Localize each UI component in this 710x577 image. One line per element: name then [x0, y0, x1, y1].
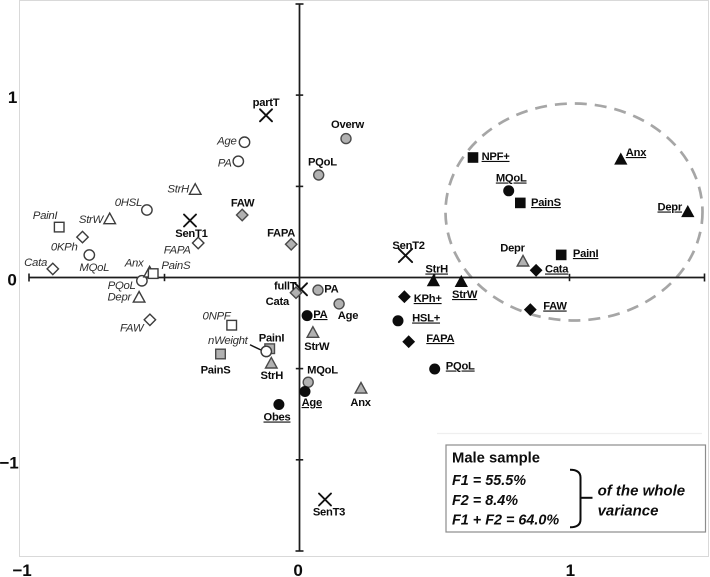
svg-text:Depr: Depr [108, 292, 133, 304]
svg-text:NPF+: NPF+ [482, 151, 511, 163]
svg-text:F1 + F2 = 64.0%: F1 + F2 = 64.0% [452, 513, 559, 529]
svg-text:PA: PA [218, 157, 232, 169]
svg-text:PainI: PainI [33, 210, 59, 222]
svg-text:0KPh: 0KPh [51, 242, 78, 254]
svg-text:Overw: Overw [331, 119, 364, 131]
svg-text:−1: −1 [13, 561, 32, 577]
svg-text:PainI: PainI [259, 333, 285, 345]
svg-text:fullT: fullT [274, 281, 297, 293]
svg-text:partT: partT [253, 97, 280, 109]
svg-text:Depr: Depr [500, 243, 525, 255]
svg-text:HSL+: HSL+ [412, 313, 441, 325]
svg-text:−1: −1 [0, 454, 18, 473]
svg-text:FAPA: FAPA [164, 245, 191, 257]
svg-text:0NPF: 0NPF [203, 310, 232, 322]
svg-text:PA: PA [324, 284, 338, 296]
svg-text:SenT3: SenT3 [313, 506, 345, 518]
svg-text:Cata: Cata [24, 257, 47, 269]
svg-text:Male sample: Male sample [452, 450, 540, 466]
svg-text:Depr: Depr [658, 202, 683, 214]
svg-text:1: 1 [566, 561, 575, 577]
svg-text:FAW: FAW [231, 198, 255, 210]
svg-text:Anx: Anx [350, 397, 371, 409]
svg-text:StrW: StrW [304, 341, 330, 353]
svg-text:StrW: StrW [452, 289, 478, 301]
svg-text:KPh+: KPh+ [414, 293, 443, 305]
svg-text:Anx: Anx [626, 147, 647, 159]
svg-text:FAPA: FAPA [267, 228, 295, 240]
svg-text:nWeight: nWeight [208, 335, 249, 347]
svg-text:PainS: PainS [161, 260, 191, 272]
svg-text:PQoL: PQoL [308, 156, 337, 168]
svg-text:PQoL: PQoL [446, 361, 475, 373]
svg-text:of the whole: of the whole [598, 483, 686, 500]
svg-text:Anx: Anx [124, 258, 145, 270]
svg-text:Age: Age [338, 310, 358, 322]
svg-text:MQoL: MQoL [79, 262, 109, 274]
svg-text:0: 0 [7, 270, 16, 289]
svg-text:0: 0 [293, 561, 302, 577]
svg-text:PainI: PainI [573, 248, 599, 260]
svg-text:PQoL: PQoL [108, 280, 136, 292]
svg-text:FAW: FAW [120, 323, 145, 335]
svg-text:Cata: Cata [545, 264, 569, 276]
svg-text:StrW: StrW [79, 214, 105, 226]
svg-text:StrH: StrH [425, 264, 448, 276]
svg-text:variance: variance [598, 503, 659, 520]
svg-text:Age: Age [302, 397, 322, 409]
svg-text:Cata: Cata [266, 296, 290, 308]
svg-text:F1 = 55.5%: F1 = 55.5% [452, 473, 526, 489]
svg-text:MQoL: MQoL [496, 173, 527, 185]
svg-text:0HSL: 0HSL [115, 197, 142, 209]
svg-text:F2 = 8.4%: F2 = 8.4% [452, 493, 518, 509]
svg-text:PainS: PainS [201, 364, 232, 376]
svg-text:1: 1 [8, 88, 17, 107]
svg-text:StrH: StrH [260, 370, 283, 382]
svg-text:SenT2: SenT2 [392, 240, 424, 252]
svg-text:Obes: Obes [264, 412, 291, 424]
svg-text:FAW: FAW [543, 301, 567, 313]
svg-text:MQoL: MQoL [307, 365, 338, 377]
svg-text:FAPA: FAPA [426, 333, 454, 345]
svg-text:Age: Age [216, 136, 236, 148]
svg-text:PainS: PainS [531, 197, 562, 209]
svg-text:PA: PA [313, 309, 327, 321]
svg-text:SenT1: SenT1 [175, 228, 207, 240]
svg-text:StrH: StrH [167, 184, 190, 196]
